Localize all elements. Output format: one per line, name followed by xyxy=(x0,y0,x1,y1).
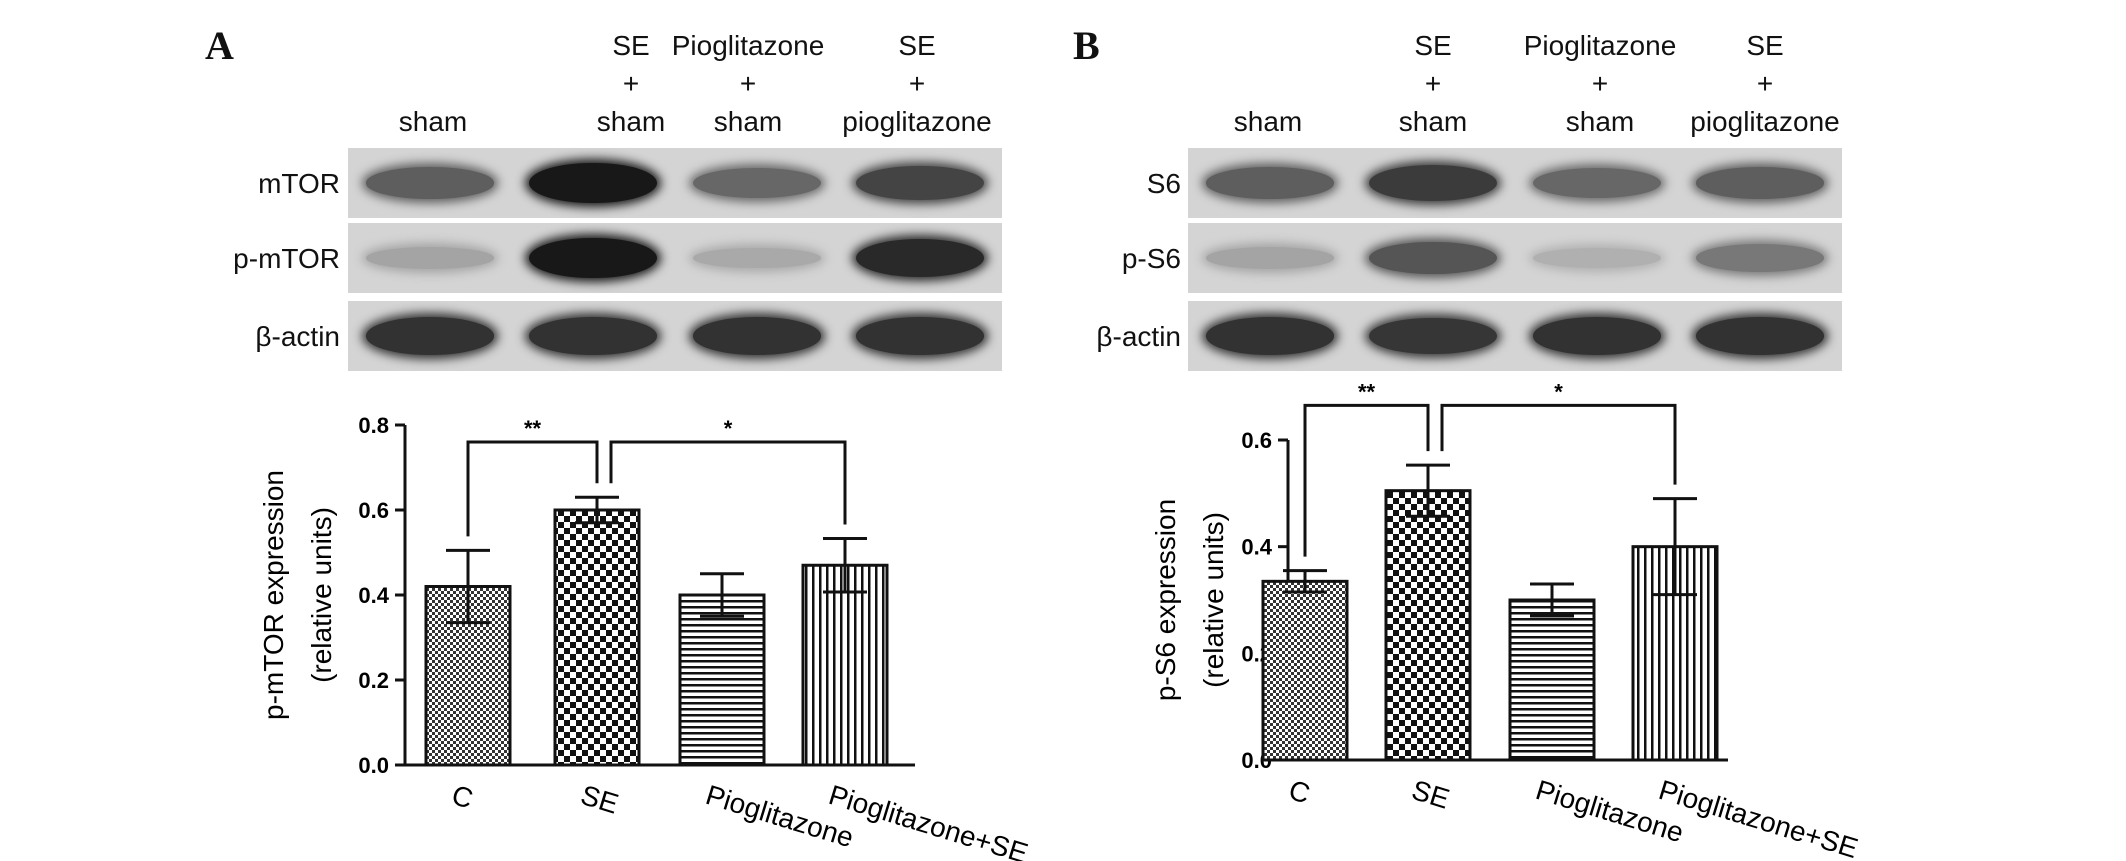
x-tick-label: SE xyxy=(1408,774,1453,815)
blot-band xyxy=(692,168,821,198)
blot-band xyxy=(692,317,821,355)
blot-band xyxy=(1696,244,1824,272)
blot-band xyxy=(856,238,984,278)
y-tick-label: 0.6 xyxy=(1241,428,1272,453)
blot-strip xyxy=(1188,148,1842,218)
significance-label: * xyxy=(724,416,733,441)
blot-band xyxy=(856,165,984,201)
lane-header-4-line3: pioglitazone xyxy=(842,106,992,137)
lane-header-2-line1: SE xyxy=(1414,30,1452,61)
lane-header-3-line1: Pioglitazone xyxy=(1523,30,1677,61)
lane-header-4-line2: + xyxy=(908,68,926,99)
blot-label: β-actin xyxy=(255,321,340,352)
blot-label: β-actin xyxy=(1096,321,1181,352)
x-tick-label: SE xyxy=(577,779,622,820)
lane-header-2-line1: SE xyxy=(612,30,650,61)
lane-header-2-line3: sham xyxy=(1398,106,1468,137)
y-axis-label-units: (relative units) xyxy=(1198,512,1229,688)
blot-band xyxy=(1532,317,1661,355)
significance-bracket xyxy=(1440,403,1677,485)
lane-header-4-line2: + xyxy=(1756,68,1774,99)
blot-label: mTOR xyxy=(258,168,340,199)
blot-label: p-S6 xyxy=(1121,243,1181,274)
lane-header-1-line3: sham xyxy=(398,106,468,137)
panel-letter: A xyxy=(205,23,234,68)
significance-label: * xyxy=(1554,379,1563,404)
blot-band xyxy=(1369,165,1497,201)
bar-chart: 0.00.20.40.6p-S6 expression (relative uni… xyxy=(1150,379,1862,861)
lane-header-3-line2: + xyxy=(1591,68,1609,99)
blot-band xyxy=(365,317,494,355)
lane-header-1-line3: sham xyxy=(1233,106,1303,137)
x-tick-label: Pioglitazone+SE xyxy=(825,779,1031,861)
x-tick-label: C xyxy=(1285,774,1313,810)
y-tick-label: 0.8 xyxy=(358,413,389,438)
significance-bracket xyxy=(609,440,847,525)
blot-band xyxy=(529,237,657,279)
y-tick-label: 0.0 xyxy=(358,753,389,778)
x-tick-label: C xyxy=(448,779,476,815)
blot-band xyxy=(365,247,494,269)
lane-header-3-line3: sham xyxy=(1565,106,1635,137)
blot-band xyxy=(1369,241,1497,275)
significance-bracket xyxy=(1303,403,1430,557)
lane-header-2-line3: sham xyxy=(596,106,666,137)
panel-letter: B xyxy=(1073,23,1100,68)
bar-pioglitazone xyxy=(1508,598,1596,762)
y-tick-label: 0.2 xyxy=(358,668,389,693)
y-tick-label: 0.4 xyxy=(1241,535,1272,560)
blot-band xyxy=(1532,248,1661,268)
blot-band xyxy=(1205,317,1334,355)
y-axis-label: p-S6 expression xyxy=(1150,499,1181,701)
y-tick-label: 0.4 xyxy=(358,583,389,608)
lane-header-4-line1: SE xyxy=(898,30,936,61)
blot-strip xyxy=(348,301,1002,371)
blot-band xyxy=(1532,168,1661,198)
blot-band xyxy=(1205,167,1334,199)
blot-strip xyxy=(1188,223,1842,293)
blot-band xyxy=(529,317,657,355)
blot-band xyxy=(1696,317,1824,355)
bar-chart: 0.0 0.2 0.4 0.6 0.8 p-mTOR expression (relativ… xyxy=(258,413,1032,861)
panel-b: B sham SE + sham Pioglitazone + sham SE + pioglit… xyxy=(1063,0,2126,861)
y-axis-label-units: (relative units) xyxy=(306,507,337,683)
bar-c xyxy=(1261,579,1349,762)
blot-band xyxy=(856,317,984,355)
blot-strip xyxy=(1188,301,1842,371)
lane-header-3-line2: + xyxy=(739,68,757,99)
lane-header-3-line3: sham xyxy=(713,106,783,137)
blot-strip xyxy=(348,148,1002,218)
blot-band xyxy=(1696,167,1824,199)
blot-band xyxy=(692,247,821,269)
lane-header-4-line1: SE xyxy=(1746,30,1784,61)
lane-header-3-line1: Pioglitazone xyxy=(671,30,825,61)
significance-label: ** xyxy=(524,416,542,441)
bar-pioglitazone xyxy=(678,593,766,767)
bar-se xyxy=(1384,489,1472,762)
bar-se xyxy=(553,508,641,767)
blot-label: p-mTOR xyxy=(233,243,340,274)
significance-bracket xyxy=(466,440,599,537)
blot-band xyxy=(1205,247,1334,269)
bar-pioglitazone-se xyxy=(801,563,889,767)
y-axis-label: p-mTOR expression xyxy=(258,470,289,720)
blot-label: S6 xyxy=(1146,168,1181,199)
significance-label: ** xyxy=(1358,379,1376,404)
blot-band xyxy=(365,167,494,199)
blot-band xyxy=(529,162,657,204)
blot-band xyxy=(1369,317,1497,355)
y-tick-label: 0.6 xyxy=(358,498,389,523)
blot-strip xyxy=(348,223,1002,293)
lane-header-2-line2: + xyxy=(622,68,640,99)
panel-a: A sham SE + sham Pioglitazone + sham SE + pioglit… xyxy=(205,23,1032,861)
lane-header-4-line3: pioglitazone xyxy=(1690,106,1840,137)
lane-header-2-line2: + xyxy=(1424,68,1442,99)
